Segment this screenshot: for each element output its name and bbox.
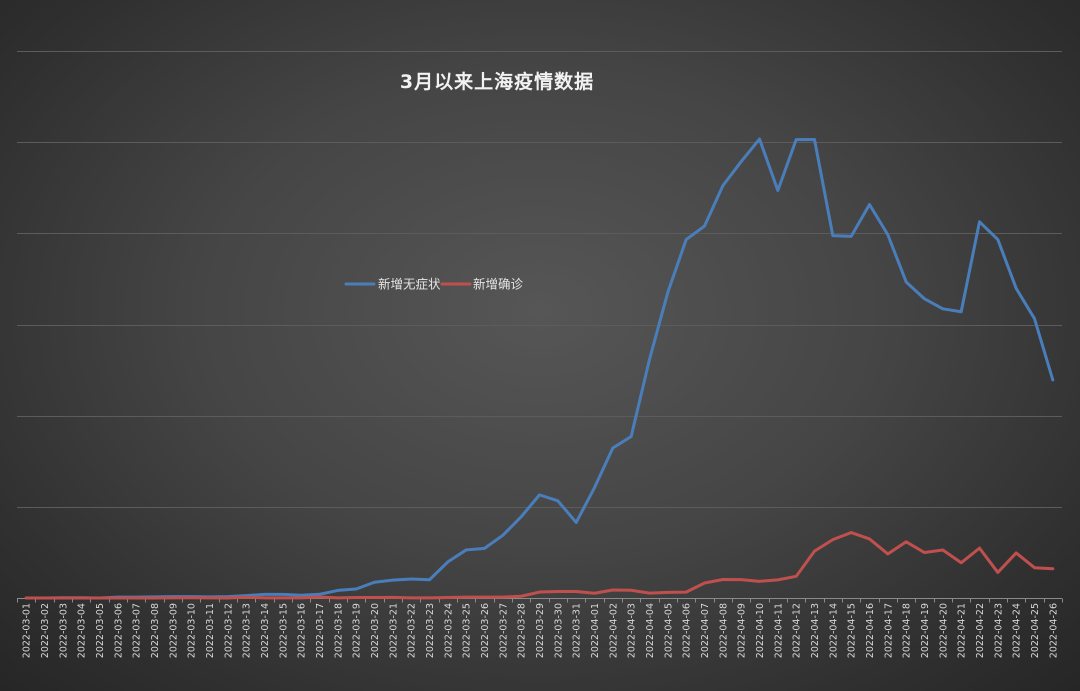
- x-tick-label: 2022-03-18: [333, 603, 344, 658]
- x-tick-label: 2022-04-13: [810, 603, 821, 658]
- x-tick-label: 2022-04-07: [700, 603, 711, 658]
- x-tick-label: 2022-03-17: [315, 603, 326, 658]
- legend-item-confirmed[interactable]: 新增确诊: [440, 277, 524, 292]
- x-tick-label: 2022-04-23: [993, 603, 1004, 658]
- x-tick-label: 2022-03-22: [407, 603, 418, 658]
- x-tick-label: 2022-04-24: [1012, 603, 1023, 658]
- x-tick-label: 2022-03-07: [132, 603, 143, 658]
- series-line-0: [24, 137, 1055, 600]
- x-tick-label: 2022-04-04: [645, 603, 656, 658]
- x-tick-label: 2022-04-09: [737, 603, 748, 658]
- series-lines: [24, 137, 1055, 600]
- x-tick-label: 2022-03-20: [370, 603, 381, 658]
- x-tick-label: 2022-04-16: [865, 603, 876, 658]
- x-axis: 2022-03-01 2022-03-02 2022-03-03 2022-03-04…: [17, 598, 1063, 658]
- x-tick-label: 2022-03-02: [40, 603, 51, 658]
- x-tick-label: 2022-03-13: [242, 603, 253, 658]
- legend-item-asymptomatic[interactable]: 新增无症状: [344, 277, 441, 292]
- x-tick-label: 2022-04-02: [608, 603, 619, 658]
- x-tick-label: 2022-04-14: [828, 603, 839, 658]
- gridlines: [17, 51, 1062, 508]
- x-tick-label: 2022-04-01: [590, 603, 601, 658]
- x-tick-label: 2022-04-20: [938, 603, 949, 658]
- x-tick-label: 2022-03-01: [22, 603, 33, 658]
- x-tick-label: 2022-03-28: [517, 603, 528, 658]
- x-tick-label: 2022-03-11: [205, 603, 216, 658]
- x-tick-label: 2022-04-22: [975, 603, 986, 658]
- legend-label-asymptomatic: 新增无症状: [378, 277, 441, 292]
- x-tick-label: 2022-04-26: [1048, 603, 1059, 658]
- x-tick-label: 2022-03-03: [58, 603, 69, 658]
- x-tick-label: 2022-03-29: [535, 603, 546, 658]
- x-tick-label: 2022-04-10: [755, 603, 766, 658]
- x-tick-label: 2022-03-15: [278, 603, 289, 658]
- chart-title: 3月以来上海疫情数据: [400, 70, 594, 93]
- series-line-1: [24, 531, 1055, 600]
- legend-label-confirmed: 新增确诊: [473, 277, 524, 292]
- x-tick-label: 2022-03-31: [572, 603, 583, 658]
- x-tick-label: 2022-03-14: [260, 603, 271, 658]
- x-tick-label: 2022-03-16: [297, 603, 308, 658]
- x-tick-label: 2022-04-03: [627, 603, 638, 658]
- x-tick-label: 2022-04-18: [902, 603, 913, 658]
- x-tick-label: 2022-04-06: [682, 603, 693, 658]
- x-tick-label: 2022-03-05: [95, 603, 106, 658]
- x-tick-label: 2022-03-06: [113, 603, 124, 658]
- x-tick-label: 2022-04-12: [792, 603, 803, 658]
- x-tick-label: 2022-04-05: [663, 603, 674, 658]
- x-tick-label: 2022-04-11: [773, 603, 784, 658]
- x-tick-label: 2022-03-08: [150, 603, 161, 658]
- x-tick-label: 2022-03-10: [187, 603, 198, 658]
- x-tick-label: 2022-03-27: [498, 603, 509, 658]
- x-tick-label: 2022-03-21: [388, 603, 399, 658]
- x-tick-label: 2022-03-04: [77, 603, 88, 658]
- x-tick-label: 2022-03-23: [425, 603, 436, 658]
- x-tick-label: 2022-03-19: [352, 603, 363, 658]
- x-tick-label: 2022-03-30: [553, 603, 564, 658]
- x-tick-label: 2022-04-21: [957, 603, 968, 658]
- x-tick-label: 2022-04-25: [1030, 603, 1041, 658]
- x-tick-label: 2022-03-25: [462, 603, 473, 658]
- x-tick-label: 2022-04-19: [920, 603, 931, 658]
- x-tick-label: 2022-04-08: [718, 603, 729, 658]
- x-tick-label: 2022-03-26: [480, 603, 491, 658]
- x-tick-label: 2022-04-17: [883, 603, 894, 658]
- x-tick-label: 2022-03-12: [223, 603, 234, 658]
- x-tick-label: 2022-03-24: [443, 603, 454, 658]
- x-tick-label: 2022-03-09: [168, 603, 179, 658]
- legend[interactable]: 新增无症状 新增确诊: [344, 277, 524, 292]
- x-tick-label: 2022-04-15: [847, 603, 858, 658]
